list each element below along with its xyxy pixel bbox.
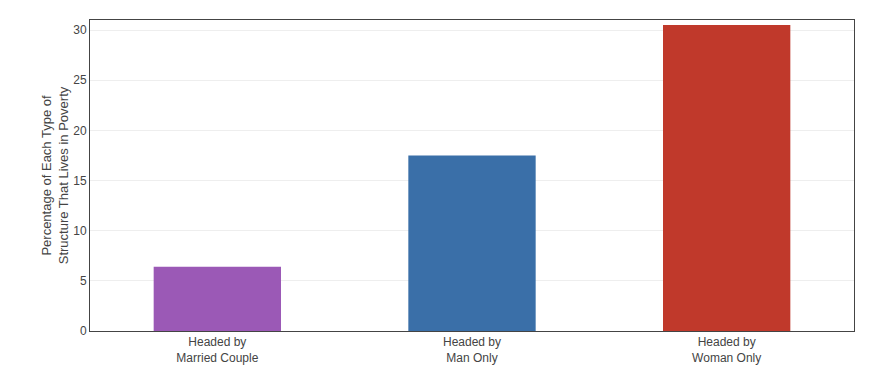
svg-text:Percentage of Each Type ofStru: Percentage of Each Type ofStructure That… — [39, 86, 71, 264]
svg-text:30: 30 — [73, 23, 87, 37]
svg-text:0: 0 — [80, 324, 87, 338]
svg-text:15: 15 — [73, 174, 87, 188]
svg-text:20: 20 — [73, 124, 87, 138]
svg-text:5: 5 — [80, 274, 87, 288]
svg-text:Headed byWoman Only: Headed byWoman Only — [692, 335, 761, 365]
svg-text:10: 10 — [73, 224, 87, 238]
svg-text:Headed byMarried Couple: Headed byMarried Couple — [176, 335, 258, 365]
svg-text:25: 25 — [73, 73, 87, 87]
svg-text:Headed byMan Only: Headed byMan Only — [443, 335, 501, 365]
